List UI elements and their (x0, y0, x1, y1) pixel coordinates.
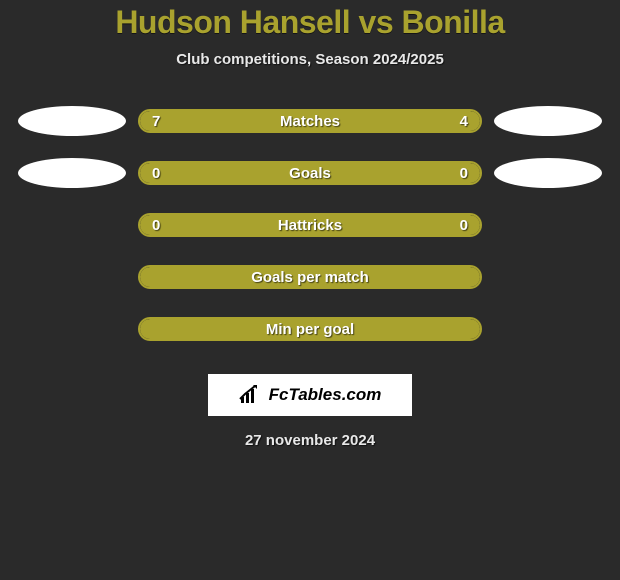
date-text: 27 november 2024 (245, 432, 375, 449)
player-right-marker (494, 158, 602, 188)
bar-full-fill (140, 267, 480, 287)
chart-icon (239, 385, 263, 405)
bar-full-fill (140, 215, 480, 235)
bar-full-fill (140, 319, 480, 339)
bar-left-fill (140, 111, 358, 131)
comparison-infographic: Hudson Hansell vs Bonilla Club competiti… (0, 0, 620, 449)
stat-row-gpm: Goals per match (0, 262, 620, 292)
player-right-marker (494, 106, 602, 136)
subtitle: Club competitions, Season 2024/2025 (176, 51, 444, 68)
stat-row-goals: 0 Goals 0 (0, 158, 620, 188)
stat-bar-mpg: Min per goal (138, 317, 482, 341)
stat-bar-goals: 0 Goals 0 (138, 161, 482, 185)
stat-bar-matches: 7 Matches 4 (138, 109, 482, 133)
stat-bar-hattricks: 0 Hattricks 0 (138, 213, 482, 237)
watermark-text: FcTables.com (269, 385, 382, 405)
stat-row-matches: 7 Matches 4 (0, 106, 620, 136)
stat-row-hattricks: 0 Hattricks 0 (0, 210, 620, 240)
watermark: FcTables.com (208, 374, 412, 416)
player-left-marker (18, 158, 126, 188)
stat-bar-gpm: Goals per match (138, 265, 482, 289)
stat-row-mpg: Min per goal (0, 314, 620, 344)
bar-right-fill (358, 111, 480, 131)
player-left-marker (18, 106, 126, 136)
page-title: Hudson Hansell vs Bonilla (115, 4, 504, 41)
bar-full-fill (140, 163, 480, 183)
